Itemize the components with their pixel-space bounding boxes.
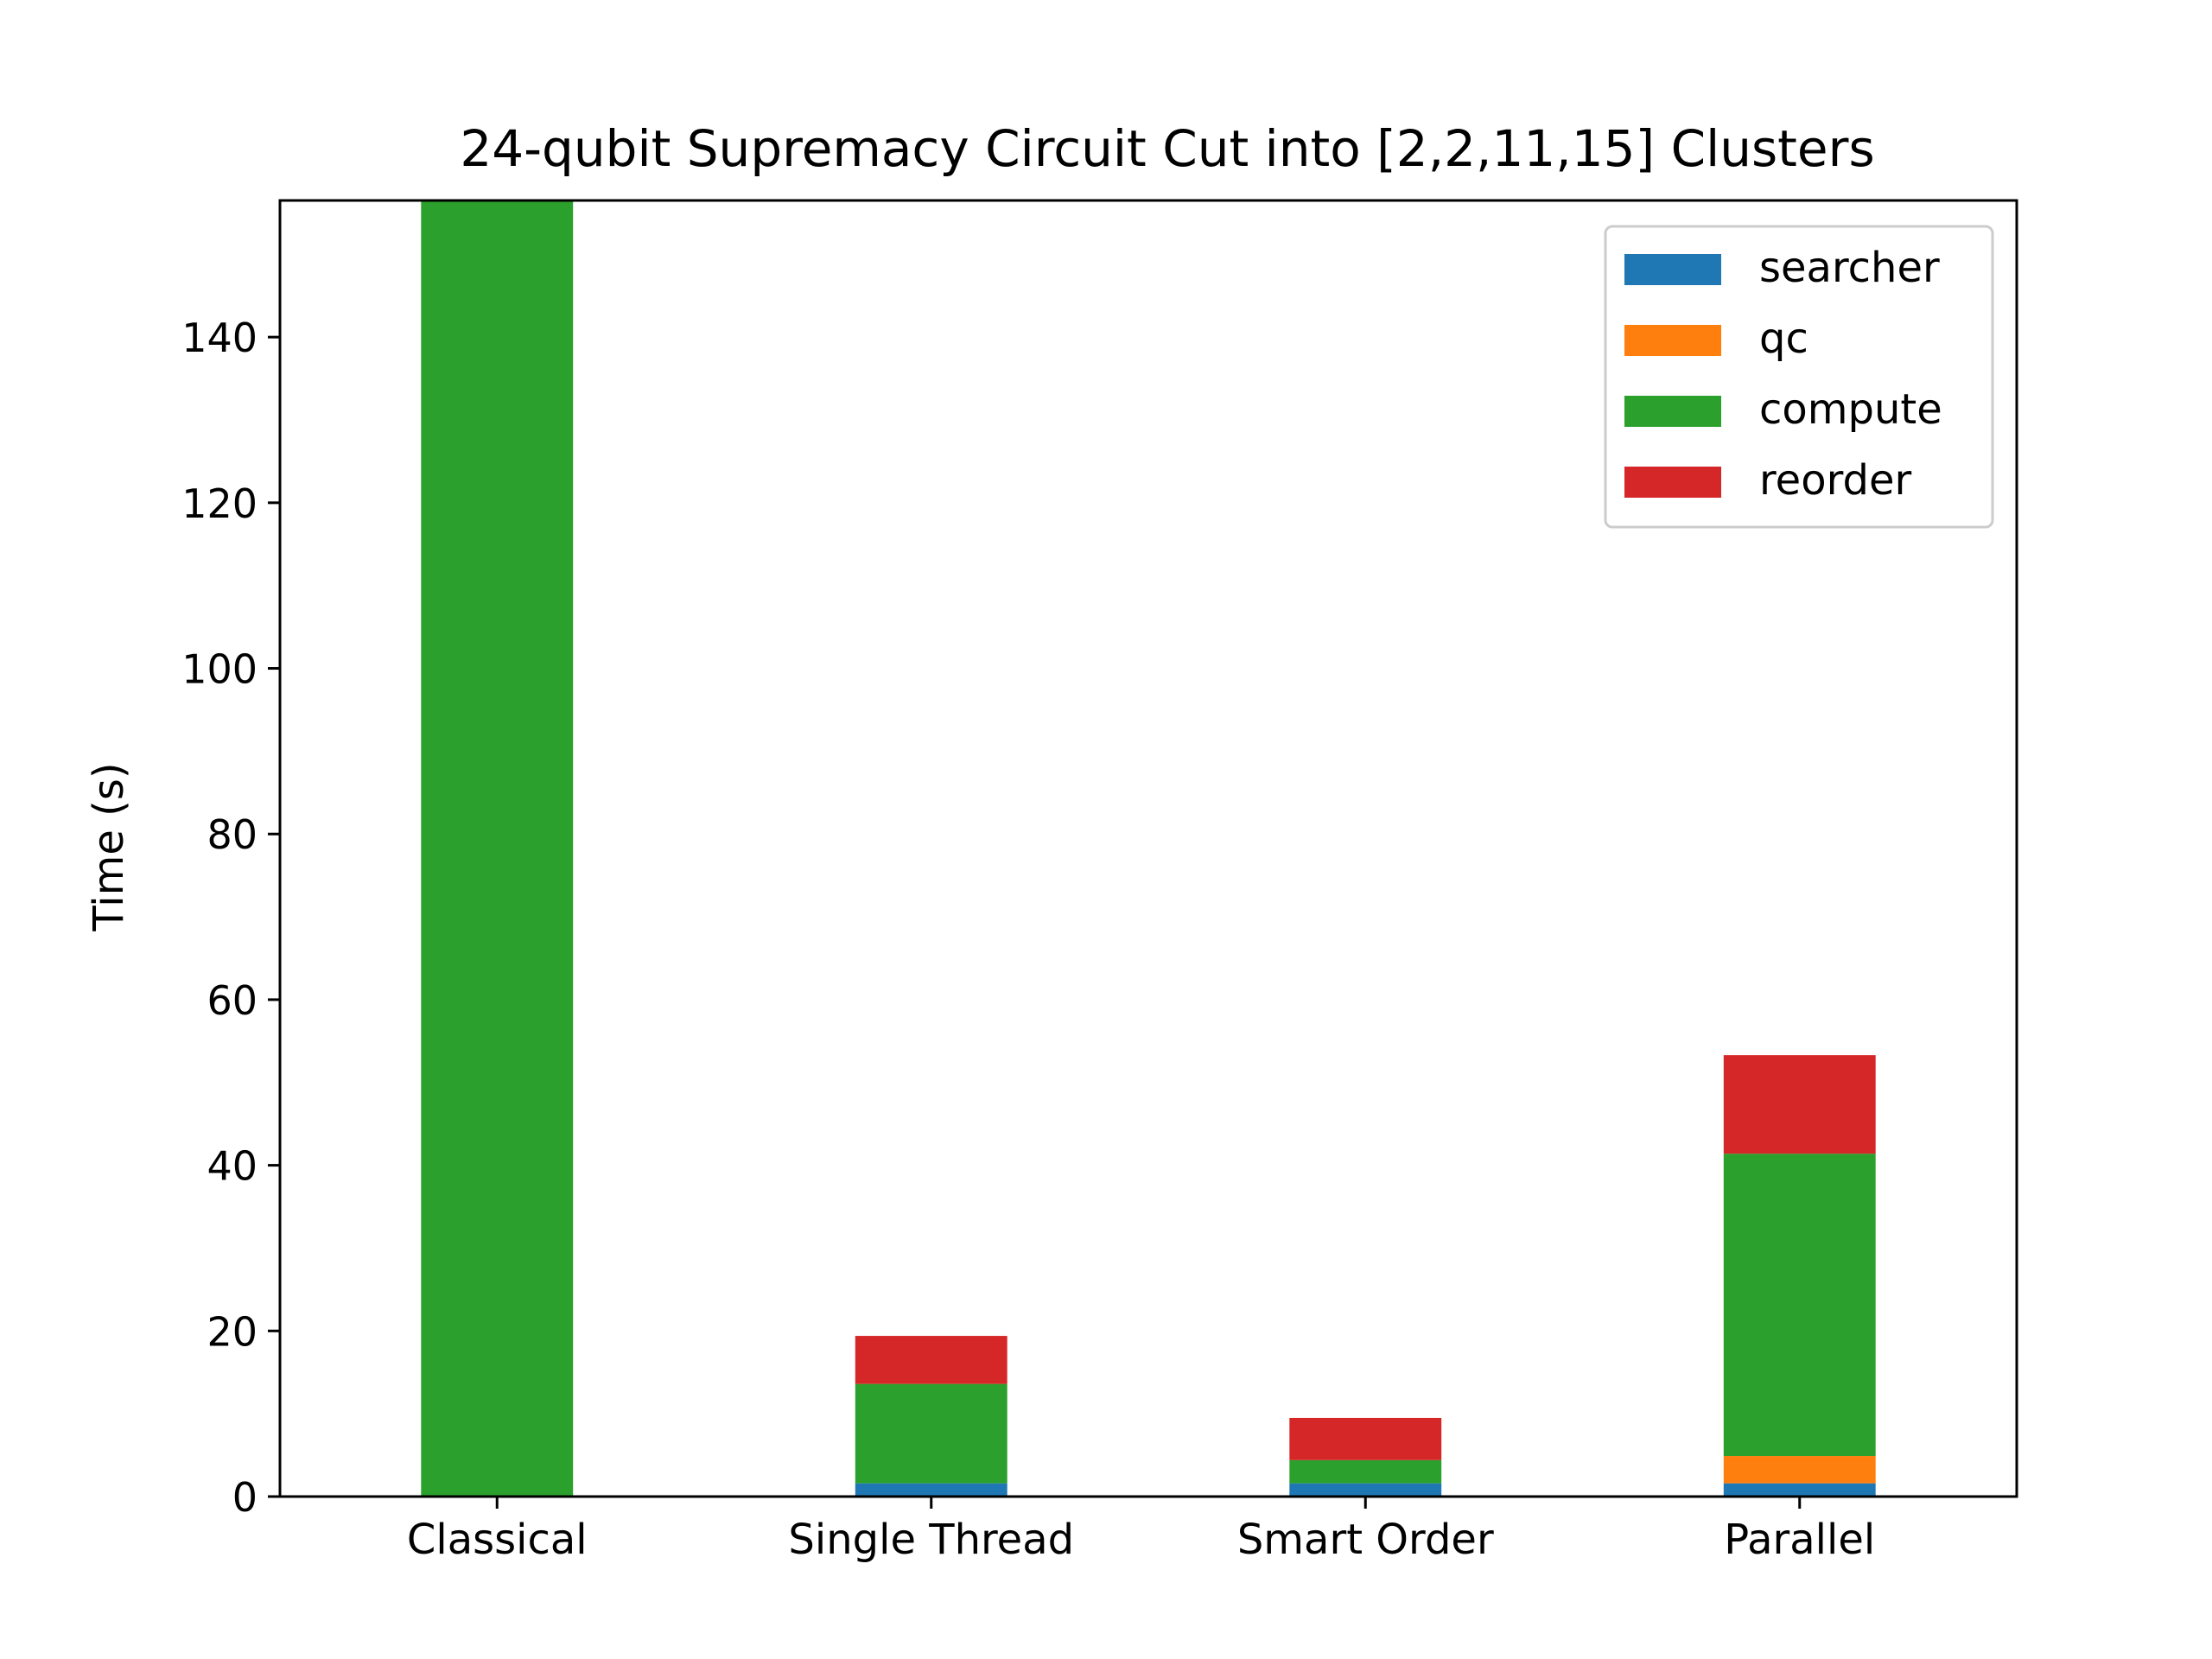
y-tick-label: 120 [181, 480, 257, 527]
bar-reorder-single-thread [855, 1336, 1007, 1384]
y-tick-label: 80 [207, 811, 257, 858]
bar-searcher-single-thread [855, 1483, 1007, 1497]
legend-swatch-qc [1624, 325, 1721, 356]
legend-label-qc: qc [1759, 315, 1808, 363]
bar-reorder-parallel [1723, 1055, 1876, 1154]
y-axis-label: Time (s) [85, 762, 133, 931]
x-tick-label: Parallel [1724, 1516, 1875, 1564]
bar-compute-classical [421, 200, 574, 1497]
legend-label-compute: compute [1759, 385, 1942, 434]
bar-reorder-smart-order [1289, 1417, 1442, 1460]
chart-title: 24-qubit Supremacy Circuit Cut into [2,2… [460, 119, 1874, 178]
legend-swatch-searcher [1624, 254, 1721, 285]
legend: searcher qc compute reorder [1604, 225, 1994, 529]
legend-label-reorder: reorder [1759, 456, 1911, 505]
y-tick-label: 40 [207, 1143, 257, 1190]
bar-searcher-parallel [1723, 1483, 1876, 1497]
bar-compute-single-thread [855, 1383, 1007, 1484]
bar-compute-parallel [1723, 1154, 1876, 1457]
x-tick-label: Classical [407, 1516, 588, 1564]
legend-swatch-reorder [1624, 467, 1721, 498]
y-tick-label: 0 [232, 1474, 257, 1521]
y-ticks-layer: 0 20 40 60 80 100 120 140 [181, 315, 280, 1521]
bar-compute-smart-order [1289, 1459, 1442, 1484]
y-tick-label: 60 [207, 977, 257, 1024]
x-tick-label: Smart Order [1237, 1516, 1494, 1564]
plot-frame [278, 199, 2018, 1498]
legend-label-searcher: searcher [1759, 244, 1940, 292]
y-tick-label: 100 [181, 646, 257, 693]
bars-layer [421, 200, 1876, 1497]
y-tick-label: 20 [207, 1308, 257, 1355]
y-tick-label: 140 [181, 315, 257, 361]
bar-qc-parallel [1723, 1456, 1876, 1484]
x-tick-label: Single Thread [788, 1516, 1074, 1564]
legend-swatch-compute [1624, 396, 1721, 427]
bar-searcher-smart-order [1289, 1483, 1442, 1497]
legend-box [1604, 225, 1994, 529]
x-ticks-layer: Classical Single Thread Smart Order Paralle… [407, 1497, 1875, 1564]
